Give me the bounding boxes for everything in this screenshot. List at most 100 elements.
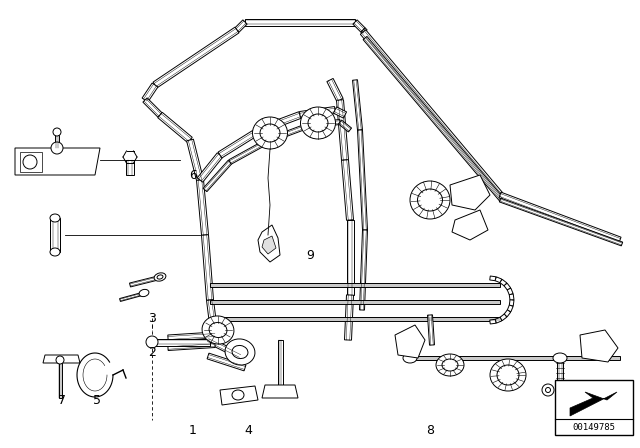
Polygon shape — [358, 130, 367, 230]
Polygon shape — [218, 127, 262, 158]
Polygon shape — [120, 293, 142, 302]
Polygon shape — [50, 218, 60, 252]
Ellipse shape — [51, 142, 63, 154]
Polygon shape — [168, 332, 215, 341]
Polygon shape — [344, 295, 353, 340]
Polygon shape — [197, 153, 223, 182]
Polygon shape — [310, 120, 340, 128]
Polygon shape — [452, 210, 488, 240]
Polygon shape — [504, 283, 511, 290]
Ellipse shape — [139, 289, 149, 297]
Ellipse shape — [146, 336, 158, 348]
Polygon shape — [333, 107, 347, 118]
Polygon shape — [508, 288, 513, 295]
Ellipse shape — [410, 181, 450, 219]
Ellipse shape — [23, 155, 37, 169]
Polygon shape — [143, 98, 162, 117]
Polygon shape — [259, 112, 301, 133]
Polygon shape — [353, 20, 365, 32]
Ellipse shape — [403, 353, 417, 363]
Text: 9: 9 — [306, 249, 314, 262]
Polygon shape — [360, 30, 502, 197]
Polygon shape — [410, 356, 620, 360]
Ellipse shape — [553, 353, 567, 363]
Polygon shape — [210, 317, 500, 321]
Ellipse shape — [53, 128, 61, 136]
Text: 4: 4 — [244, 423, 252, 436]
Text: 5: 5 — [93, 393, 101, 406]
Polygon shape — [15, 148, 100, 175]
Polygon shape — [126, 160, 134, 175]
Polygon shape — [508, 305, 513, 312]
Polygon shape — [187, 139, 204, 181]
Ellipse shape — [225, 339, 255, 365]
Polygon shape — [129, 276, 159, 287]
Text: 3: 3 — [148, 311, 156, 324]
Polygon shape — [207, 300, 218, 340]
Ellipse shape — [542, 384, 554, 396]
Ellipse shape — [497, 365, 519, 385]
Ellipse shape — [417, 189, 442, 211]
Polygon shape — [353, 80, 362, 130]
Polygon shape — [196, 180, 209, 235]
Polygon shape — [269, 123, 311, 142]
Polygon shape — [142, 83, 158, 102]
Polygon shape — [490, 319, 496, 324]
Polygon shape — [207, 337, 241, 359]
Polygon shape — [235, 20, 247, 32]
Polygon shape — [262, 236, 276, 254]
Polygon shape — [361, 28, 367, 34]
Ellipse shape — [50, 214, 60, 222]
Polygon shape — [428, 315, 435, 345]
Polygon shape — [500, 280, 507, 286]
Ellipse shape — [253, 117, 287, 149]
Bar — [555, 380, 633, 435]
Polygon shape — [55, 135, 59, 148]
Polygon shape — [43, 355, 80, 363]
Polygon shape — [360, 230, 367, 310]
Ellipse shape — [442, 359, 458, 371]
Text: 7: 7 — [58, 393, 66, 406]
Polygon shape — [262, 385, 298, 398]
Text: 6: 6 — [189, 168, 197, 181]
Ellipse shape — [301, 107, 335, 139]
Polygon shape — [202, 235, 214, 300]
Polygon shape — [570, 392, 617, 416]
Polygon shape — [150, 339, 210, 345]
Polygon shape — [509, 294, 514, 300]
Polygon shape — [504, 310, 511, 317]
Polygon shape — [245, 18, 355, 26]
Ellipse shape — [56, 356, 64, 364]
Polygon shape — [342, 159, 353, 220]
Ellipse shape — [232, 390, 244, 400]
Polygon shape — [495, 277, 502, 283]
Ellipse shape — [436, 354, 464, 376]
Text: 8: 8 — [426, 423, 434, 436]
Polygon shape — [168, 343, 215, 350]
Ellipse shape — [154, 273, 166, 281]
Polygon shape — [363, 36, 504, 202]
Ellipse shape — [202, 316, 234, 344]
Polygon shape — [557, 360, 563, 410]
Polygon shape — [157, 112, 192, 143]
Text: 00149785: 00149785 — [573, 422, 616, 431]
Polygon shape — [346, 220, 353, 295]
Polygon shape — [300, 107, 335, 118]
Polygon shape — [210, 300, 500, 304]
Text: 1: 1 — [189, 423, 197, 436]
Polygon shape — [509, 300, 514, 306]
Polygon shape — [499, 192, 621, 243]
Polygon shape — [337, 100, 349, 160]
Polygon shape — [153, 27, 239, 88]
Polygon shape — [339, 120, 351, 132]
Polygon shape — [495, 317, 502, 323]
Ellipse shape — [490, 359, 526, 391]
Polygon shape — [450, 175, 490, 210]
Ellipse shape — [232, 345, 248, 358]
Polygon shape — [228, 138, 271, 164]
Polygon shape — [580, 330, 618, 362]
Polygon shape — [327, 78, 343, 102]
Ellipse shape — [545, 388, 550, 392]
Polygon shape — [20, 152, 42, 172]
Polygon shape — [395, 325, 425, 358]
